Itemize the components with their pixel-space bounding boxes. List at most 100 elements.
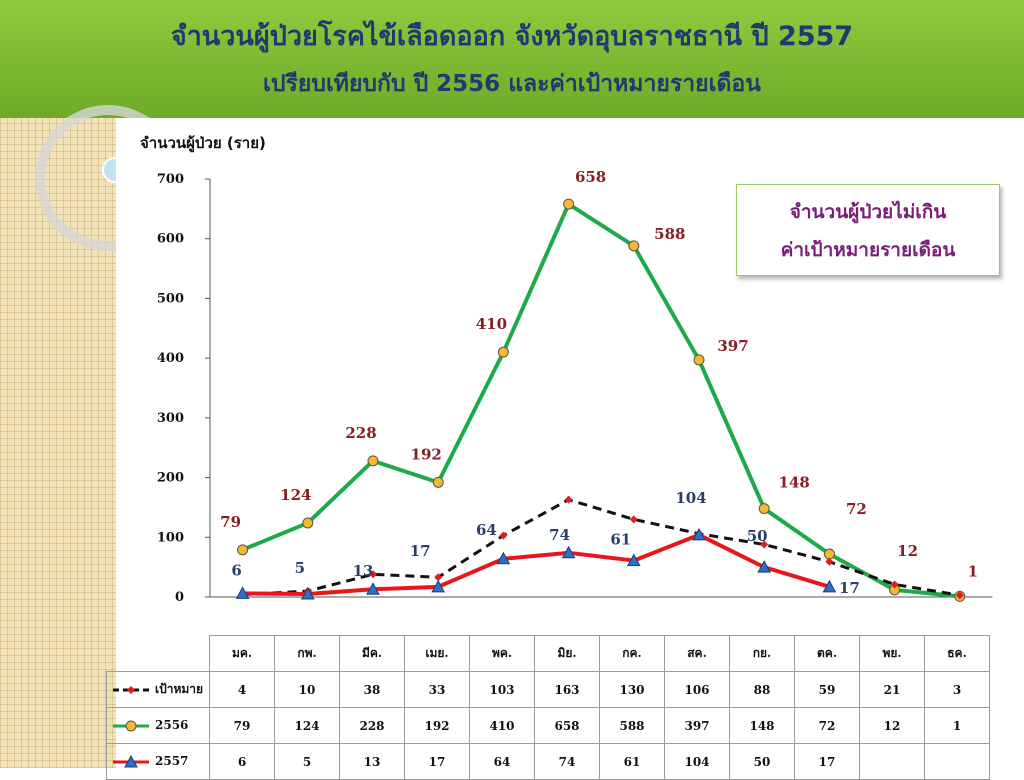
y-tick-label: 500 [157,291,184,306]
axes: 0 100 200 300 400 500 600 700 [157,172,993,605]
table-cell: 10 [274,671,340,708]
marker-target [760,540,769,549]
marker-2557 [366,582,380,595]
legend-label: 2556 [155,718,189,733]
marker-2557 [496,551,511,565]
x-tick-label: พค. [469,635,535,672]
marker-target [629,515,638,524]
table-cell: 33 [404,671,470,708]
data-label-2556: 148 [779,474,810,492]
marker-target [564,495,573,504]
data-labels: 79 124 228 192 410 658 588 397 148 72 12 1 6 5 13 17 64 7… [220,168,978,597]
legend-entry: 2556 [106,707,210,744]
table-cell: 64 [469,743,535,780]
series-lines [241,202,961,599]
data-label-2556: 72 [846,500,867,518]
table-cell: 74 [534,743,600,780]
series-markers [235,198,966,602]
legend-label: เป้าหมาย [155,682,204,696]
table-cell: 88 [729,671,795,708]
table-cell: 61 [599,743,665,780]
table-cell: 79 [209,707,275,744]
data-label-2556: 397 [717,337,748,355]
marker-2556 [367,455,379,467]
annotation-box: จำนวนผู้ป่วยไม่เกิน ค่าเป้าหมายรายเดือน [736,184,1000,276]
legend-entry: 2557 [106,743,210,780]
table-cell [924,743,990,780]
data-label-2557: 13 [353,562,374,580]
table-cell: 21 [859,671,925,708]
data-label-2556: 12 [897,542,918,560]
data-label-2557: 5 [295,559,305,577]
marker-2556 [563,198,575,210]
data-label-2556: 410 [476,315,507,333]
x-tick-label: มีค. [339,635,405,672]
table-cell: 588 [599,707,665,744]
annotation-line-2: ค่าเป้าหมายรายเดือน [780,239,956,261]
data-label-2556: 658 [575,168,606,186]
data-label-2557: 74 [549,526,570,544]
series-line-0 [242,498,961,597]
table-cell: 50 [729,743,795,780]
table-cell: 5 [274,743,340,780]
data-table: มค. กพ. มีค. เมย. พค. มิย. กค. สค. กย. ตค. พย. ธค. เ… [106,635,990,780]
y-tick-label: 300 [157,411,184,426]
marker-2557 [300,586,315,600]
table-cell: 38 [339,671,405,708]
data-label-2557: 6 [231,561,241,579]
y-tick-label: 200 [157,471,184,486]
table-cell: 106 [664,671,730,708]
table-row: เป้าหมาย 4 10 38 33 103 163 130 106 88 59 21 3 [106,671,990,708]
x-tick-label: ธค. [924,635,990,672]
marker-target [434,573,443,582]
marker-target [825,557,834,566]
marker-2556 [497,346,509,358]
x-tick-label: กค. [599,635,665,672]
marker-2556 [758,503,770,515]
chart-title: จำนวนผู้ป่วยโรคไข้เลือดออก จังหวัดอุบลรา… [170,21,854,52]
table-cell: 104 [664,743,730,780]
marker-target [890,580,899,589]
marker-target [499,531,508,540]
table-cell: 59 [794,671,860,708]
marker-2556 [693,354,705,366]
data-label-2557: 64 [476,521,497,539]
marker-2557 [822,579,837,593]
data-label-2557: 17 [410,542,431,560]
x-tick-label: กย. [729,635,795,672]
data-label-2557: 104 [675,489,706,507]
y-tick-label: 700 [157,172,184,187]
marker-2557 [692,527,706,541]
legend-label: 2557 [155,754,189,769]
data-label-2556: 228 [345,424,376,442]
table-cell: 4 [209,671,275,708]
x-tick-label: มิย. [534,635,600,672]
marker-2557 [757,560,772,573]
header-banner: จำนวนผู้ป่วยโรคไข้เลือดออก จังหวัดอุบลรา… [0,0,1024,118]
y-tick-label: 0 [175,590,184,605]
table-cell: 72 [794,707,860,744]
marker-target [955,591,964,600]
marker-2557 [431,579,446,593]
marker-target [369,570,377,579]
marker-2556 [823,548,835,560]
table-header-row: มค. กพ. มีค. เมย. พค. มิย. กค. สค. กย. ตค. พย. ธค. [106,635,990,672]
data-label-2557: 50 [747,527,768,545]
table-cell: 13 [339,743,405,780]
x-tick-label: พย. [859,635,925,672]
y-tick-label: 600 [157,232,184,247]
marker-2556 [237,544,249,556]
table-row: 2557 6 5 13 17 64 74 61 104 50 17 [106,743,990,780]
x-tick-label: เมย. [404,635,470,672]
table-cell: 3 [924,671,990,708]
table-cell: 124 [274,707,340,744]
data-label-2556: 79 [220,513,241,531]
data-label-2557: 61 [610,531,631,549]
table-cell: 1 [924,707,990,744]
x-tick-label: กพ. [274,635,340,672]
marker-2557 [561,545,576,559]
table-cell: 228 [339,707,405,744]
table-row: 2556 79 124 228 192 410 658 588 397 148 72 12 1 [106,707,990,744]
marker-2556 [302,517,314,529]
table-cell: 658 [534,707,600,744]
